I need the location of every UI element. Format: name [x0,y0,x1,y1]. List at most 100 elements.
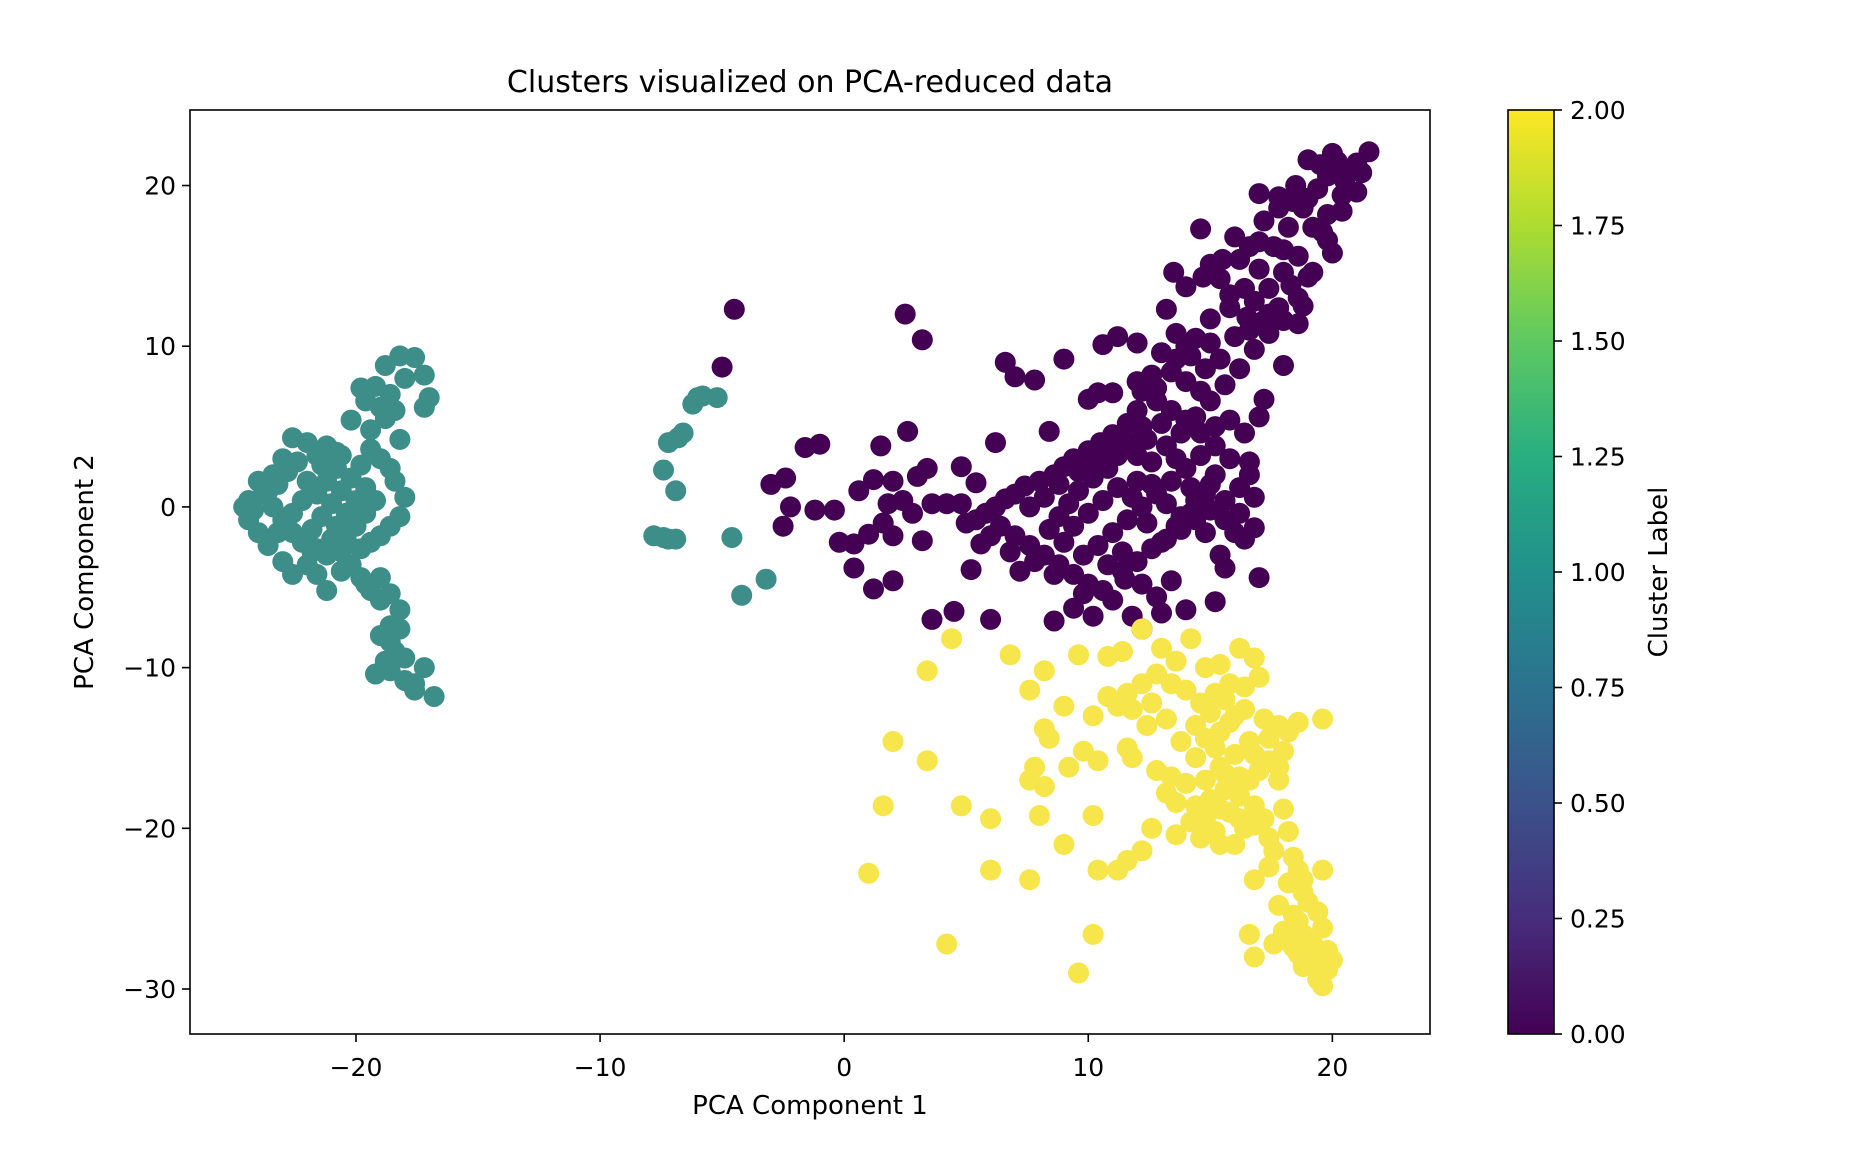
colorbar-label: Cluster Label [1644,487,1674,658]
y-tick-label: 0 [160,493,176,522]
data-point [1170,422,1192,444]
data-point [1146,377,1168,399]
data-point [877,493,899,515]
series-cluster-0 [711,141,1380,640]
data-point [1097,686,1119,707]
data-point [1224,226,1246,248]
data-point [672,422,694,444]
data-point [941,628,963,650]
data-point [882,570,904,592]
data-point [711,356,733,378]
data-point [389,506,411,528]
data-point [916,660,938,682]
data-point [1092,490,1114,511]
data-point [872,795,894,817]
data-point [1224,833,1246,855]
data-point [1185,715,1207,736]
data-point [1043,563,1065,585]
data-point [1214,689,1236,711]
data-point [1199,702,1221,724]
data-point [1243,647,1265,669]
y-tick-label: −20 [123,814,176,843]
x-tick-label: 10 [1072,1053,1104,1082]
data-point [1175,276,1197,298]
data-point [911,329,933,351]
data-point [1175,772,1197,794]
data-point [1058,756,1080,778]
x-tick-label: 20 [1316,1053,1348,1082]
data-point [1199,308,1221,330]
data-point [1155,708,1177,730]
data-point [1126,445,1148,466]
data-point [1141,692,1163,714]
data-point [1151,342,1172,364]
data-point [1185,747,1207,769]
data-point [894,303,916,325]
data-point [1053,695,1075,717]
data-point [1053,531,1075,553]
data-point [1019,679,1041,701]
data-point [1243,795,1265,817]
data-point [1175,599,1197,621]
data-point [423,686,445,707]
data-point [1121,698,1143,720]
data-point [1234,422,1255,444]
data-point [1292,869,1314,891]
data-point [1009,560,1031,582]
data-point [1190,445,1212,466]
data-point [1063,515,1085,537]
data-point [1287,711,1309,733]
data-point [1204,416,1226,438]
colorbar-tick-label: 0.25 [1570,905,1626,934]
x-tick-label: −20 [330,1053,383,1082]
data-point [1204,591,1226,613]
data-point [1229,358,1251,380]
data-point [1068,644,1089,666]
data-point [1204,737,1226,759]
data-point [282,427,303,449]
data-point [960,559,982,581]
data-point [1102,589,1124,611]
data-point [1038,518,1060,540]
data-point [1116,509,1138,531]
data-point [809,433,831,455]
data-point [1302,216,1324,238]
data-point [882,525,904,547]
colorbar-tick-label: 1.00 [1570,558,1626,587]
data-point [1180,628,1202,650]
data-point [1307,901,1329,923]
data-point [1238,464,1260,486]
data-point [286,451,308,473]
series-cluster-1 [233,345,777,707]
data-point [1243,290,1265,312]
data-point [1248,406,1270,428]
data-point [1287,911,1309,932]
data-point [1087,859,1109,881]
data-point [1194,522,1216,544]
data-point [897,420,919,442]
data-point [1019,869,1041,891]
data-point [1194,358,1216,380]
data-point [389,599,411,621]
data-point [1082,923,1104,945]
data-point [243,499,264,521]
colorbar-tick-label: 0.75 [1570,674,1626,703]
data-point [1126,332,1148,354]
data-point [1214,763,1236,785]
data-point [823,499,845,521]
data-point [1111,641,1133,662]
data-point [1136,512,1158,534]
data-point [1317,204,1338,225]
data-point [1087,750,1109,772]
data-point [1243,743,1265,765]
data-point [1224,743,1246,765]
data-point [1165,792,1187,814]
data-point [1258,856,1280,878]
data-point [1151,531,1172,553]
x-axis-label: PCA Component 1 [692,1091,928,1121]
data-point [1229,502,1251,524]
data-point [394,486,416,508]
data-point [1141,473,1163,495]
data-point [723,298,745,320]
data-point [316,580,338,601]
